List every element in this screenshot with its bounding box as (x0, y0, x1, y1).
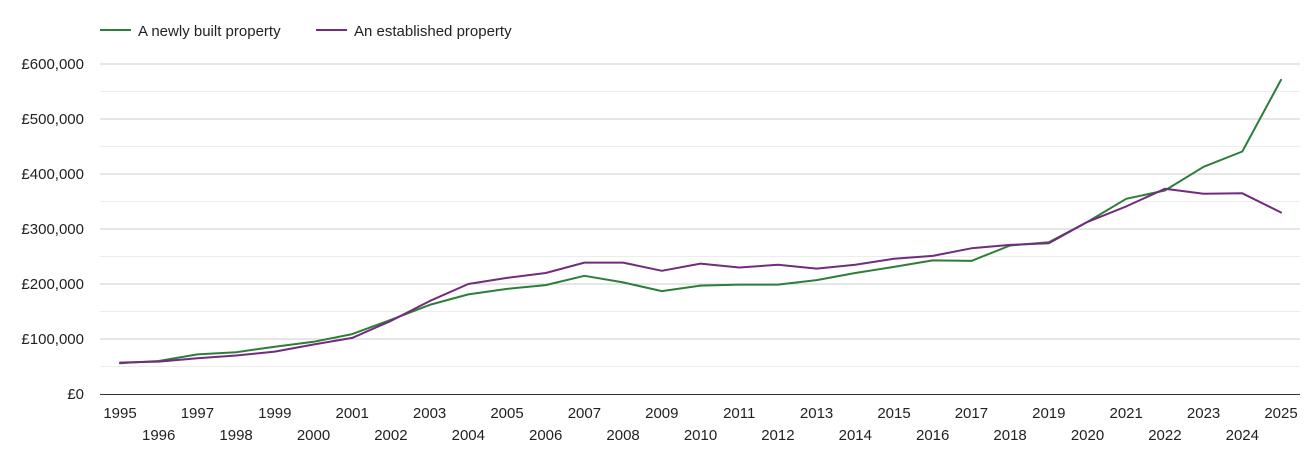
x-tick-label: 2023 (1187, 405, 1220, 422)
legend-label-new-build: A newly built property (138, 23, 281, 40)
legend-item-established[interactable]: An established property (316, 23, 512, 40)
legend: A newly built property An established pr… (100, 23, 512, 40)
x-tick-label: 2017 (955, 405, 988, 422)
x-tick-label: 2015 (877, 405, 910, 422)
y-tick-label: £600,000 (21, 56, 84, 73)
x-tick-label: 2014 (839, 427, 872, 444)
y-tick-label: £0 (67, 386, 84, 403)
x-tick-label: 2018 (993, 427, 1026, 444)
legend-label-established: An established property (354, 23, 512, 40)
x-tick-label: 1997 (181, 405, 214, 422)
x-tick-label: 2024 (1226, 427, 1259, 444)
series-line-established[interactable] (119, 187, 1282, 364)
x-tick-label: 2025 (1264, 405, 1297, 422)
series-line-new-build[interactable] (119, 78, 1282, 365)
x-tick-label: 2002 (374, 427, 407, 444)
x-tick-label: 2003 (413, 405, 446, 422)
x-tick-label: 2010 (684, 427, 717, 444)
y-tick-label: £300,000 (21, 221, 84, 238)
x-tick-label: 1995 (103, 405, 136, 422)
x-tick-label: 1996 (142, 427, 175, 444)
x-tick-label: 2000 (297, 427, 330, 444)
legend-item-new-build[interactable]: A newly built property (100, 23, 281, 40)
x-tick-label: 2004 (452, 427, 485, 444)
x-tick-label: 2007 (568, 405, 601, 422)
axes: £0 £100,000 £200,000 £300,000 £400,000 £500,0… (21, 56, 1300, 444)
x-tick-label: 1998 (219, 427, 252, 444)
x-tick-label: 2011 (723, 405, 755, 422)
grid-lines (100, 63, 1300, 367)
x-tick-label: 2009 (645, 405, 678, 422)
series-lines (119, 78, 1282, 365)
y-tick-label: £100,000 (21, 331, 84, 348)
x-tick-label: 2019 (1032, 405, 1065, 422)
x-tick-label: 2012 (761, 427, 794, 444)
x-tick-label: 2001 (336, 405, 369, 422)
x-tick-label: 2006 (529, 427, 562, 444)
x-tick-label: 2022 (1148, 427, 1181, 444)
x-tick-label: 2008 (606, 427, 639, 444)
x-tick-label: 2021 (1110, 405, 1143, 422)
x-tick-label: 2013 (800, 405, 833, 422)
x-tick-label: 2020 (1071, 427, 1104, 444)
y-tick-label: £500,000 (21, 111, 84, 128)
y-tick-label: £200,000 (21, 276, 84, 293)
x-tick-label: 1999 (258, 405, 291, 422)
x-tick-label: 2005 (490, 405, 523, 422)
x-tick-label: 2016 (916, 427, 949, 444)
y-tick-label: £400,000 (21, 166, 84, 183)
